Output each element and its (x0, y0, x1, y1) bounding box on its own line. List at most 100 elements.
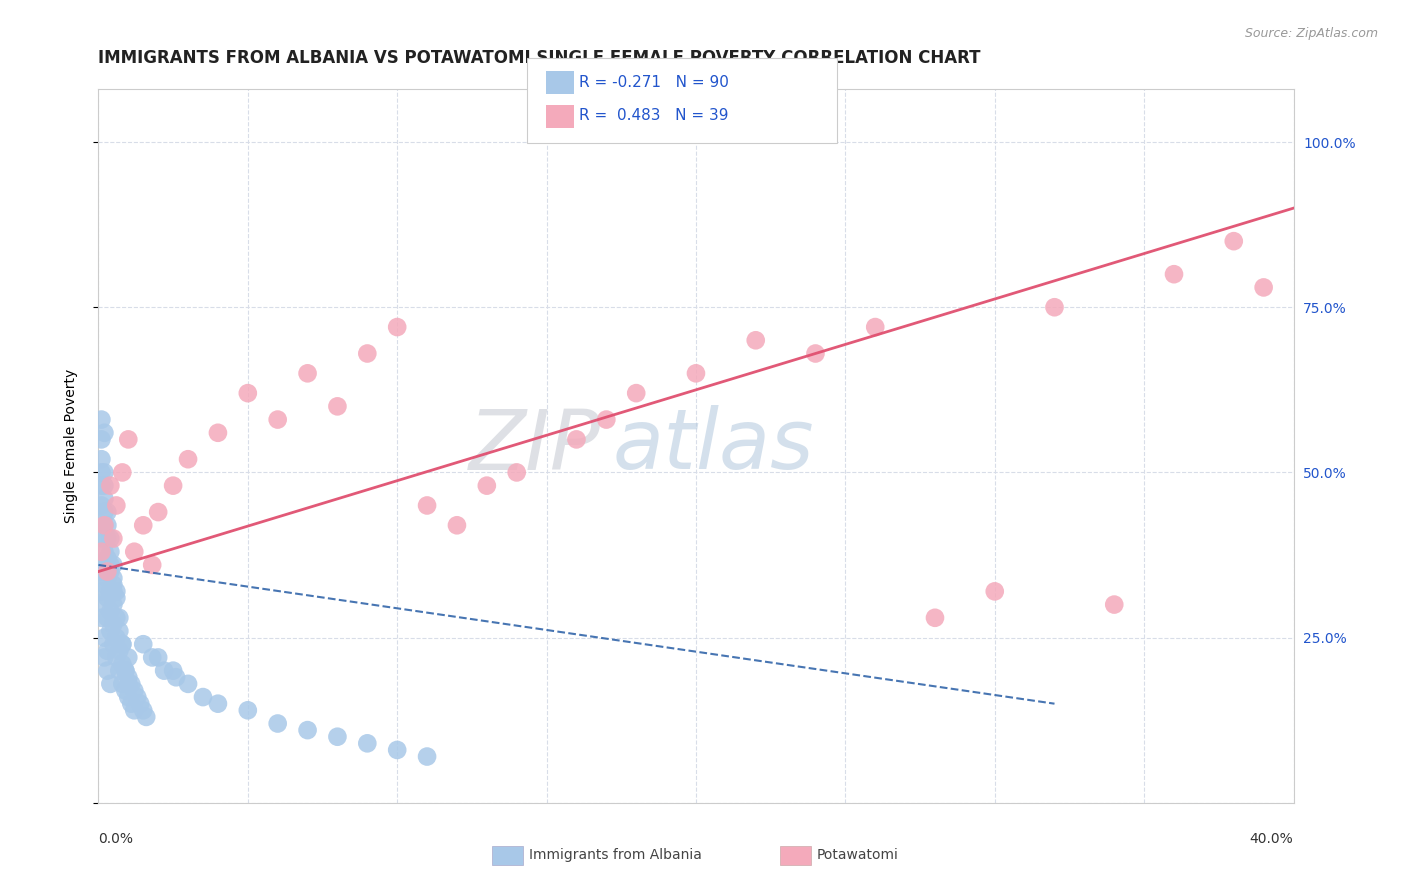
Point (132, 518, 155, 533)
Point (100, 532, 122, 546)
Point (105, 499, 128, 513)
Point (177, 452, 200, 467)
Point (105, 631, 128, 645)
Point (416, 749, 439, 764)
Point (93, 598, 115, 612)
Point (135, 710, 157, 724)
Point (103, 578, 125, 592)
Point (103, 637, 125, 651)
Point (111, 637, 134, 651)
Point (162, 478, 184, 492)
Point (127, 690, 149, 704)
Point (90, 545, 112, 559)
Point (103, 571, 125, 585)
Point (114, 664, 136, 678)
Point (117, 677, 139, 691)
Point (96, 505, 118, 519)
Y-axis label: Single Female Poverty: Single Female Poverty (63, 369, 77, 523)
Point (132, 637, 155, 651)
Point (506, 466, 529, 480)
Point (103, 532, 125, 546)
Text: atlas: atlas (613, 406, 814, 486)
Point (165, 670, 187, 684)
Text: 40.0%: 40.0% (1250, 832, 1294, 846)
Point (96, 532, 118, 546)
Point (267, 412, 290, 426)
Text: Potawatomi: Potawatomi (817, 848, 898, 863)
Point (90, 412, 112, 426)
Point (117, 690, 139, 704)
Point (124, 683, 146, 698)
Point (236, 703, 259, 717)
Point (297, 723, 319, 738)
Point (117, 650, 139, 665)
Point (745, 333, 768, 347)
Point (111, 637, 134, 651)
Point (90, 466, 112, 480)
Text: ZIP: ZIP (468, 406, 600, 486)
Point (93, 491, 115, 506)
Point (100, 565, 122, 579)
Point (105, 584, 128, 599)
Text: 0.0%: 0.0% (98, 832, 134, 846)
Point (984, 584, 1007, 599)
Point (103, 598, 125, 612)
Point (565, 433, 588, 447)
Point (356, 736, 378, 750)
Point (96, 611, 118, 625)
Point (93, 558, 115, 572)
Point (267, 716, 290, 731)
Point (207, 697, 229, 711)
Point (117, 433, 139, 447)
Point (595, 412, 617, 426)
Point (685, 367, 707, 381)
Point (93, 466, 115, 480)
Point (120, 697, 142, 711)
Point (117, 670, 139, 684)
Point (114, 664, 136, 678)
Point (93, 518, 115, 533)
Point (96, 565, 118, 579)
Point (626, 386, 648, 401)
Point (90, 611, 112, 625)
Point (108, 611, 131, 625)
Point (90, 452, 112, 467)
Point (108, 644, 131, 658)
Point (111, 466, 134, 480)
Text: R = -0.271   N = 90: R = -0.271 N = 90 (579, 75, 730, 89)
Point (924, 611, 946, 625)
Point (96, 664, 118, 678)
Point (103, 617, 125, 632)
Point (326, 730, 349, 744)
Point (93, 505, 115, 519)
Point (153, 664, 176, 678)
Point (90, 433, 112, 447)
Point (120, 677, 142, 691)
Point (100, 558, 122, 572)
Point (162, 664, 184, 678)
Point (96, 518, 118, 533)
Point (236, 386, 259, 401)
Point (385, 320, 409, 334)
Point (100, 677, 122, 691)
Point (297, 367, 319, 381)
Point (416, 499, 439, 513)
Point (90, 565, 112, 579)
Point (111, 677, 134, 691)
Point (90, 584, 112, 599)
Point (356, 346, 378, 360)
Point (93, 425, 115, 440)
Point (207, 425, 229, 440)
Point (1223, 234, 1246, 248)
Point (1253, 280, 1275, 294)
Point (129, 697, 152, 711)
Point (100, 584, 122, 599)
Point (103, 584, 125, 599)
Point (446, 518, 468, 533)
Point (1043, 300, 1066, 314)
Point (124, 545, 146, 559)
Point (141, 650, 163, 665)
Point (111, 657, 134, 671)
Point (96, 571, 118, 585)
Text: R =  0.483   N = 39: R = 0.483 N = 39 (579, 109, 728, 123)
